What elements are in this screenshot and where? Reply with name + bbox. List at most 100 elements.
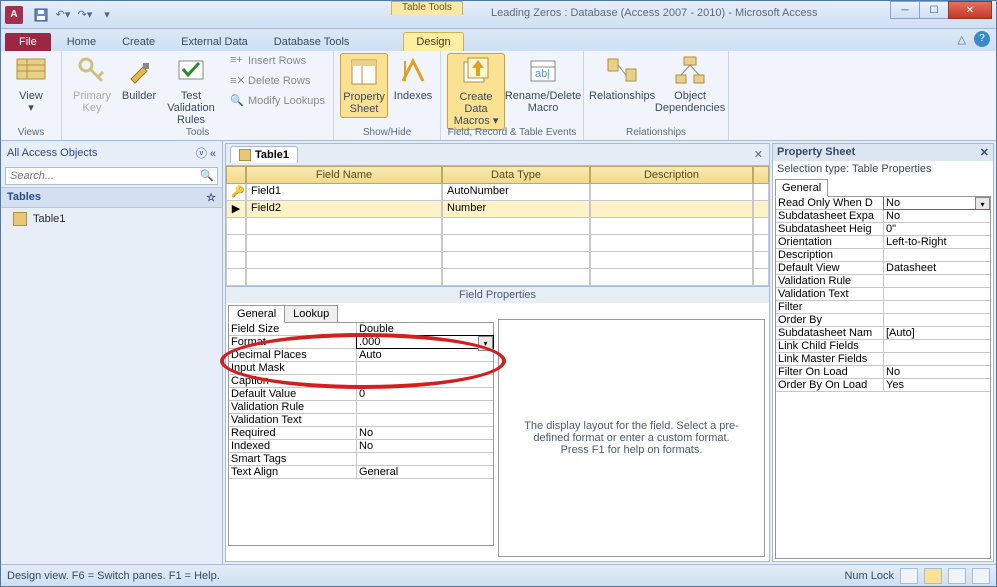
field-prop-row[interactable]: Decimal PlacesAuto xyxy=(229,349,493,362)
field-properties: Field Properties General Lookup Field Si… xyxy=(226,286,769,561)
field-row-empty[interactable] xyxy=(226,218,769,235)
ribbon-tabs: File Home Create External Data Database … xyxy=(1,29,996,51)
field-row-empty[interactable] xyxy=(226,269,769,286)
field-row-empty[interactable] xyxy=(226,252,769,269)
create-data-macros-button[interactable]: Create Data Macros ▾ xyxy=(447,53,505,130)
propsheet-row[interactable]: Filter On LoadNo xyxy=(776,366,990,379)
tab-home[interactable]: Home xyxy=(55,33,108,51)
tab-external-data[interactable]: External Data xyxy=(169,33,260,51)
propsheet-tab-general[interactable]: General xyxy=(775,179,828,197)
close-button[interactable]: ✕ xyxy=(948,1,992,19)
propsheet-row[interactable]: Order By On LoadYes xyxy=(776,379,990,392)
propsheet-row[interactable]: Order By xyxy=(776,314,990,327)
property-sheet-grid[interactable]: Read Only When DNo▾Subdatasheet ExpaNoSu… xyxy=(775,196,991,559)
propsheet-row[interactable]: Subdatasheet Heig0" xyxy=(776,223,990,236)
rename-delete-macro-button[interactable]: ab| Rename/Delete Macro xyxy=(509,53,577,116)
ribbon-group-views: View▾ Views xyxy=(1,51,62,140)
tab-database-tools[interactable]: Database Tools xyxy=(262,33,362,51)
nav-group-tables[interactable]: Tables ☆ xyxy=(1,187,222,208)
rename-macro-icon: ab| xyxy=(527,55,559,87)
field-prop-row[interactable]: Input Mask xyxy=(229,362,493,375)
file-tab[interactable]: File xyxy=(5,33,51,51)
field-grid-header: Field Name Data Type Description xyxy=(226,166,769,184)
redo-icon[interactable]: ↷▾ xyxy=(75,5,95,25)
test-validation-button[interactable]: Test Validation Rules xyxy=(162,53,220,128)
field-prop-row[interactable]: Text AlignGeneral xyxy=(229,466,493,479)
field-props-grid[interactable]: Field SizeDoubleFormat.000▾Decimal Place… xyxy=(228,322,494,546)
field-prop-row[interactable]: Format.000▾ xyxy=(229,336,493,349)
app-window: A ↶▾ ↷▾ ▾ Table Tools Leading Zeros : Da… xyxy=(0,0,997,587)
propsheet-row[interactable]: Description xyxy=(776,249,990,262)
dropdown-icon[interactable]: ▾ xyxy=(975,197,990,210)
maximize-button[interactable]: ☐ xyxy=(919,1,949,19)
tab-general[interactable]: General xyxy=(228,305,285,323)
field-row[interactable]: 🔑Field1AutoNumber xyxy=(226,184,769,201)
modify-lookups-button[interactable]: 🔍Modify Lookups xyxy=(228,93,327,109)
field-prop-row[interactable]: Default Value0 xyxy=(229,388,493,401)
statusbar: Design view. F6 = Switch panes. F1 = Hel… xyxy=(1,564,996,586)
qat-dropdown-icon[interactable]: ▾ xyxy=(97,5,117,25)
propsheet-row[interactable]: Subdatasheet Nam[Auto] xyxy=(776,327,990,340)
titlebar: A ↶▾ ↷▾ ▾ Table Tools Leading Zeros : Da… xyxy=(1,1,996,29)
builder-icon xyxy=(123,55,155,87)
close-doc-icon[interactable]: ✕ xyxy=(754,148,763,161)
field-props-tabs: General Lookup Field SizeDoubleFormat.00… xyxy=(226,303,496,561)
tab-create[interactable]: Create xyxy=(110,33,167,51)
ribbon-group-showhide: Property Sheet Indexes Show/Hide xyxy=(334,51,441,140)
minimize-ribbon-icon[interactable]: △ xyxy=(958,33,966,46)
propsheet-row[interactable]: Subdatasheet ExpaNo xyxy=(776,210,990,223)
builder-button[interactable]: Builder xyxy=(120,53,158,104)
field-prop-row[interactable]: Smart Tags xyxy=(229,453,493,466)
close-propsheet-icon[interactable]: ✕ xyxy=(980,146,989,159)
view-other2-icon[interactable] xyxy=(972,568,990,584)
indexes-button[interactable]: Indexes xyxy=(392,53,434,104)
propsheet-row[interactable]: Validation Text xyxy=(776,288,990,301)
save-icon[interactable] xyxy=(31,5,51,25)
view-other-icon[interactable] xyxy=(948,568,966,584)
property-sheet-title: Property Sheet ✕ xyxy=(773,144,993,161)
ribbon-group-events: Create Data Macros ▾ ab| Rename/Delete M… xyxy=(441,51,584,140)
collapse-icon[interactable]: ☆ xyxy=(206,191,216,204)
propsheet-row[interactable]: Read Only When DNo▾ xyxy=(776,197,990,210)
tab-lookup[interactable]: Lookup xyxy=(285,305,338,323)
search-icon[interactable]: 🔍 xyxy=(200,169,214,182)
minimize-button[interactable]: ─ xyxy=(890,1,920,19)
field-row[interactable]: ▶Field2Number xyxy=(226,201,769,218)
view-design-icon[interactable] xyxy=(924,568,942,584)
field-prop-row[interactable]: RequiredNo xyxy=(229,427,493,440)
field-row-empty[interactable] xyxy=(226,235,769,252)
primary-key-button[interactable]: Primary Key xyxy=(68,53,116,116)
propsheet-row[interactable]: Default ViewDatasheet xyxy=(776,262,990,275)
object-dependencies-button[interactable]: Object Dependencies xyxy=(658,53,722,116)
field-grid: Field Name Data Type Description 🔑Field1… xyxy=(226,166,769,286)
relationships-button[interactable]: Relationships xyxy=(590,53,654,104)
insert-rows-button[interactable]: ≡+Insert Rows xyxy=(228,53,327,69)
propsheet-row[interactable]: OrientationLeft-to-Right xyxy=(776,236,990,249)
delete-rows-button[interactable]: ≡✕Delete Rows xyxy=(228,73,327,89)
propsheet-row[interactable]: Validation Rule xyxy=(776,275,990,288)
property-sheet-icon xyxy=(348,56,380,88)
property-sheet-button[interactable]: Property Sheet xyxy=(340,53,388,118)
search-input[interactable] xyxy=(5,167,218,185)
help-icon[interactable]: ? xyxy=(974,31,990,47)
propsheet-row[interactable]: Link Child Fields xyxy=(776,340,990,353)
propsheet-row[interactable]: Link Master Fields xyxy=(776,353,990,366)
propsheet-row[interactable]: Filter xyxy=(776,301,990,314)
document-title: Leading Zeros : Database (Access 2007 - … xyxy=(491,7,818,19)
field-prop-row[interactable]: Validation Rule xyxy=(229,401,493,414)
table-icon xyxy=(239,149,251,161)
doc-tab-table1[interactable]: Table1 xyxy=(230,146,298,163)
nav-header[interactable]: All Access Objects ⓥ « xyxy=(1,141,222,165)
view-datasheet-icon[interactable] xyxy=(900,568,918,584)
undo-icon[interactable]: ↶▾ xyxy=(53,5,73,25)
field-prop-row[interactable]: Caption xyxy=(229,375,493,388)
field-prop-row[interactable]: IndexedNo xyxy=(229,440,493,453)
view-button[interactable]: View▾ xyxy=(7,53,55,116)
tab-design[interactable]: Design xyxy=(403,32,463,51)
app-icon: A xyxy=(5,6,23,24)
field-prop-row[interactable]: Validation Text xyxy=(229,414,493,427)
delete-rows-icon: ≡✕ xyxy=(230,74,244,88)
nav-dropdown-icon[interactable]: ⓥ « xyxy=(196,145,216,161)
nav-item-table1[interactable]: Table1 xyxy=(1,208,222,230)
context-tab-label: Table Tools xyxy=(391,1,463,15)
